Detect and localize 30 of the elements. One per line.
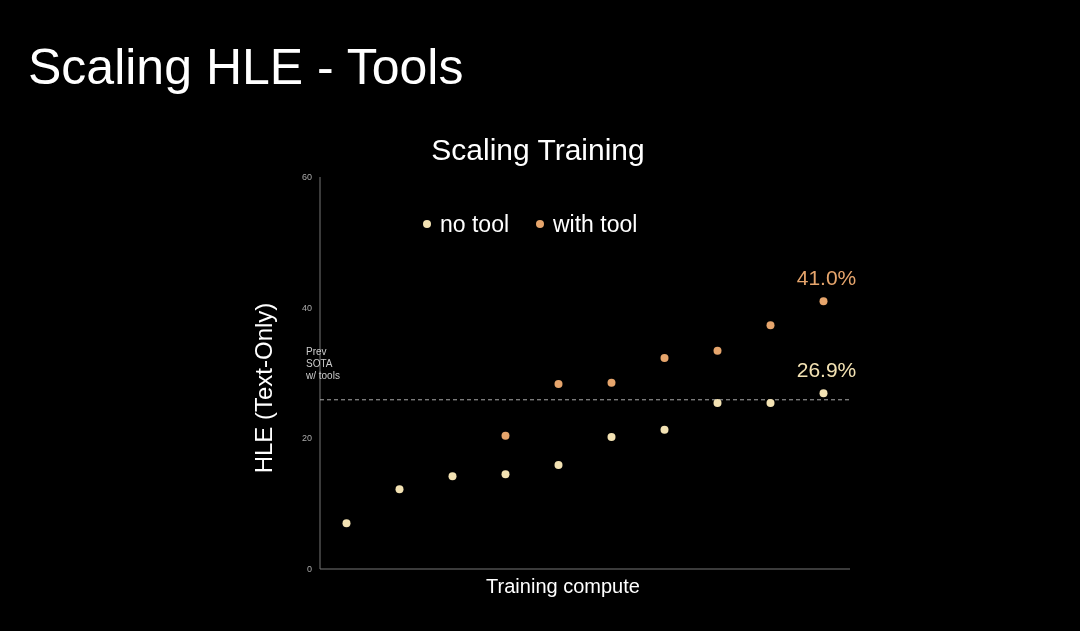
point	[819, 297, 828, 306]
x-axis-title: Training compute	[486, 575, 640, 597]
point	[766, 399, 775, 408]
y-tick-label: 60	[301, 172, 312, 182]
data-label: 26.9%	[796, 358, 857, 382]
point	[501, 431, 510, 440]
point	[554, 380, 563, 389]
y-tick-label: 0	[306, 564, 312, 574]
point	[713, 346, 722, 355]
point	[342, 519, 351, 528]
point	[395, 485, 404, 494]
point	[660, 425, 669, 434]
y-axis-title: HLE (Text-Only)	[250, 302, 277, 474]
point	[554, 461, 563, 470]
point	[713, 399, 722, 408]
point	[448, 472, 457, 481]
point	[607, 433, 616, 442]
y-tick-label: 20	[301, 433, 312, 444]
point	[819, 389, 828, 398]
point	[766, 321, 775, 330]
data-label: 41.0%	[796, 266, 857, 290]
point	[660, 353, 669, 362]
chart-title: Scaling HLE - Tools	[28, 39, 464, 95]
point	[501, 470, 510, 479]
chart-subtitle: Scaling Training	[431, 133, 645, 166]
legend-label: no tool	[440, 211, 510, 237]
y-tick-label: 40	[301, 302, 312, 313]
legend-label: with tool	[552, 211, 638, 237]
point	[607, 378, 616, 387]
ref-line-label: Prev SOTA w/ tools	[305, 345, 340, 381]
